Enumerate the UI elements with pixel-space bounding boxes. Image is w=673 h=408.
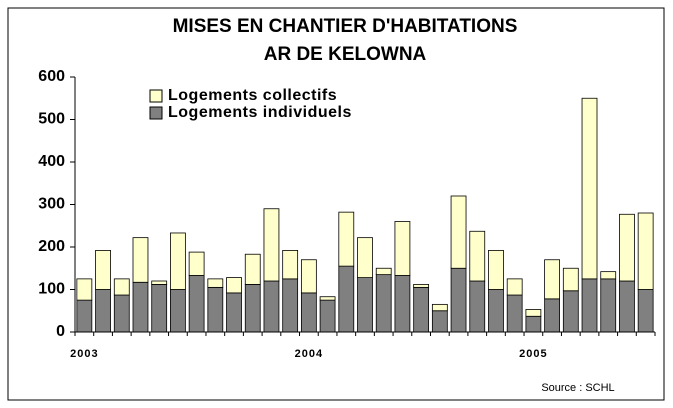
- bar: [619, 280, 635, 333]
- x-tick-label: 2004: [295, 348, 323, 360]
- bar: [113, 278, 130, 296]
- chart-subtitle: AR DE KELOWNA: [264, 44, 427, 65]
- bar: [357, 237, 373, 278]
- bar: [338, 265, 355, 333]
- bar: [375, 267, 392, 276]
- y-tick-label: 500: [38, 111, 65, 128]
- bar: [450, 267, 467, 333]
- bar: [319, 296, 336, 301]
- bar: [525, 315, 542, 333]
- bar: [170, 289, 186, 333]
- legend-swatch: [149, 89, 163, 103]
- bar: [188, 275, 205, 333]
- bar: [132, 237, 149, 283]
- bar: [394, 275, 411, 333]
- bar: [226, 292, 242, 333]
- y-tick-label: 200: [38, 238, 65, 255]
- bar: [506, 278, 523, 296]
- bar: [76, 278, 93, 301]
- bar: [226, 277, 242, 294]
- y-tick-label: 400: [38, 153, 65, 170]
- bar: [469, 230, 486, 282]
- bar: [319, 299, 336, 333]
- bar: [132, 281, 149, 333]
- y-tick-label: 100: [38, 281, 65, 298]
- bar: [525, 309, 542, 317]
- bar: [375, 274, 392, 333]
- bar: [469, 280, 486, 333]
- bar: [431, 310, 448, 333]
- bar: [263, 280, 280, 333]
- bar: [300, 259, 317, 294]
- bar: [207, 286, 224, 333]
- source: Source : SCHL: [541, 382, 614, 394]
- bar: [207, 278, 224, 288]
- bar: [488, 249, 504, 290]
- bar: [76, 299, 93, 333]
- bar: [544, 298, 560, 333]
- bar: [95, 249, 111, 290]
- x-tick-label: 2003: [70, 348, 98, 360]
- legend-label: Logements individuels: [168, 104, 352, 121]
- bar: [282, 278, 299, 333]
- bar: [431, 303, 448, 312]
- x-tick-label: 2005: [519, 348, 547, 360]
- bar: [637, 289, 654, 333]
- bar: [338, 211, 355, 267]
- bar: [544, 259, 560, 300]
- bar: [562, 267, 579, 292]
- y-tick-label: 600: [38, 68, 65, 85]
- legend-label: Logements collectifs: [168, 87, 337, 104]
- bar: [95, 289, 111, 333]
- bar: [151, 280, 168, 285]
- bar: [282, 249, 299, 280]
- bar: [151, 283, 168, 333]
- bar: [300, 292, 317, 333]
- bar: [170, 232, 186, 290]
- bar: [619, 213, 635, 282]
- bar: [488, 289, 504, 333]
- bar: [581, 97, 598, 280]
- y-tick-label: 0: [56, 323, 65, 340]
- bar: [413, 286, 430, 333]
- bar: [244, 283, 261, 333]
- bar: [244, 253, 261, 285]
- bar: [113, 294, 130, 333]
- chart-title: MISES EN CHANTIER D'HABITATIONS: [173, 16, 518, 37]
- bar: [637, 212, 654, 290]
- bar: [581, 278, 598, 333]
- bar: [600, 278, 617, 333]
- bar: [600, 271, 617, 280]
- bar: [263, 208, 280, 282]
- bar: [450, 195, 467, 269]
- bar: [413, 283, 430, 288]
- bar: [562, 290, 579, 333]
- bar: [357, 277, 373, 333]
- legend-swatch: [149, 106, 163, 120]
- y-tick-label: 300: [38, 196, 65, 213]
- bar: [188, 251, 205, 276]
- bar: [394, 221, 411, 276]
- frame: [7, 7, 665, 401]
- bar: [506, 294, 523, 333]
